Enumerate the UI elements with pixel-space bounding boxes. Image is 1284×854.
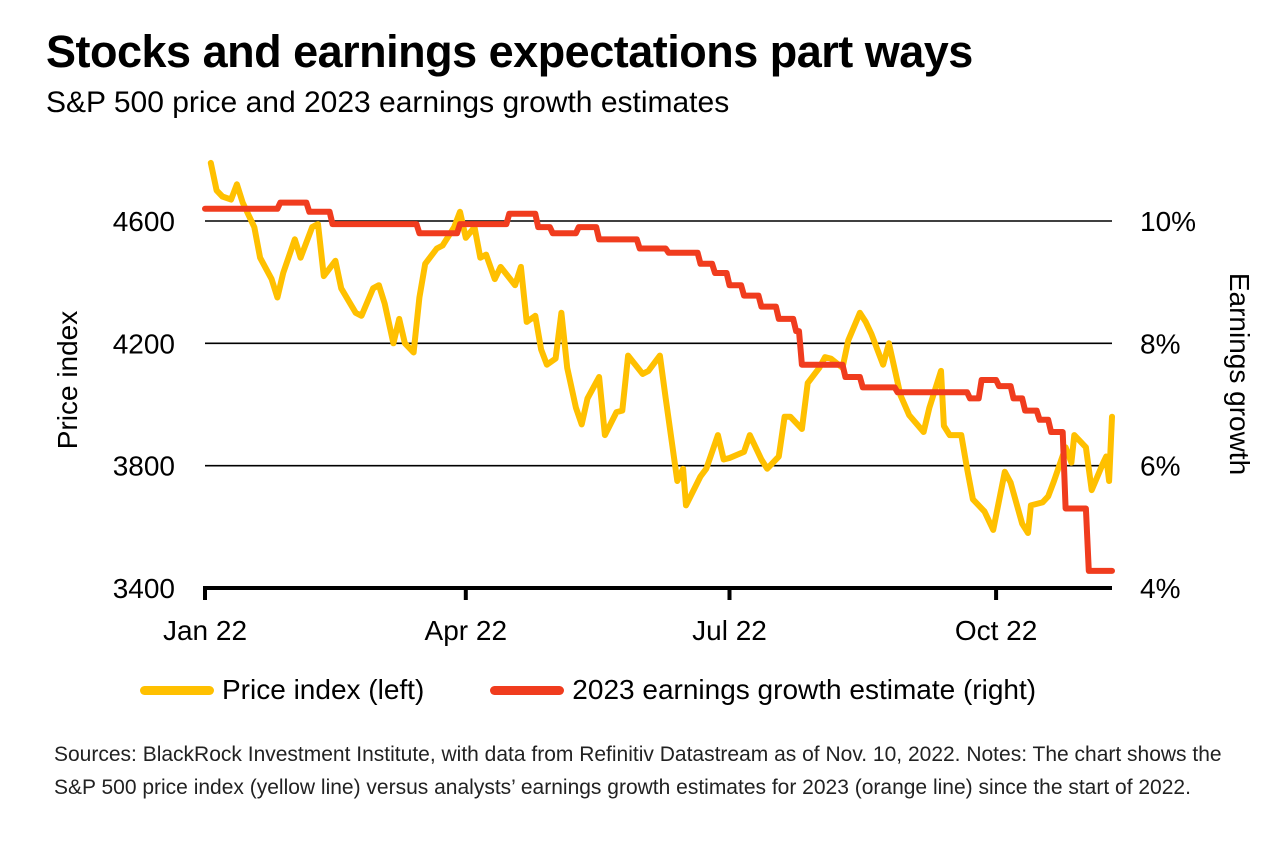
y-left-tick-label: 3800	[113, 451, 175, 482]
legend: Price index (left) 2023 earnings growth …	[140, 672, 1036, 708]
gridlines	[205, 220, 1112, 467]
x-tick-label: Oct 22	[955, 615, 1037, 646]
y-right-tick-label: 4%	[1140, 573, 1180, 604]
earnings-growth-line	[202, 199, 1115, 574]
tick-labels: 3400 3800 4200 4600 4% 6% 8% 10% Jan 22 Apr 22 Jul…	[52, 206, 1255, 646]
y-left-tick-label: 3400	[113, 573, 175, 604]
y-left-tick-label: 4600	[113, 206, 175, 237]
y-right-tick-label: 10%	[1140, 206, 1196, 237]
legend-item-earnings: 2023 earnings growth estimate (right)	[490, 674, 1036, 706]
source-notes: Sources: BlackRock Investment Institute,…	[54, 743, 1222, 799]
chart-subtitle: S&P 500 price and 2023 earnings growth e…	[46, 86, 730, 119]
legend-swatch-price	[140, 685, 214, 695]
legend-label-price: Price index (left)	[222, 674, 425, 705]
price-index-line	[207, 159, 1115, 536]
legend-swatch-earnings	[490, 685, 565, 695]
legend-item-price: Price index (left)	[140, 674, 424, 706]
y-left-axis-title: Price index	[52, 311, 83, 450]
axes	[203, 586, 1112, 600]
x-tick-label: Jul 22	[692, 615, 767, 646]
legend-label-earnings: 2023 earnings growth estimate (right)	[572, 674, 1037, 705]
y-left-tick-label: 4200	[113, 328, 175, 359]
y-right-axis-title: Earnings growth	[1224, 273, 1255, 475]
series-lines	[202, 159, 1115, 574]
chart-title: Stocks and earnings expectations part wa…	[46, 26, 973, 77]
y-right-tick-label: 8%	[1140, 328, 1180, 359]
y-right-tick-label: 6%	[1140, 451, 1180, 482]
x-tick-label: Apr 22	[425, 615, 508, 646]
x-tick-label: Jan 22	[163, 615, 247, 646]
